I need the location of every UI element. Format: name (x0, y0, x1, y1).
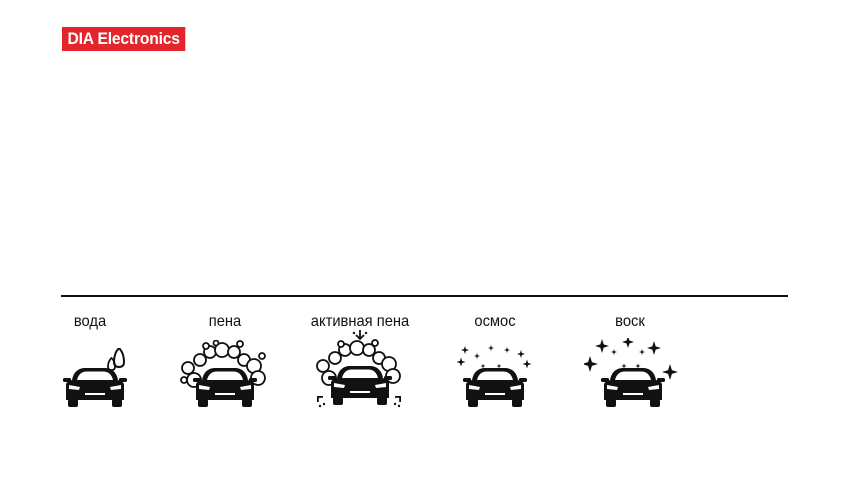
car-osmosis-sparkles-icon (456, 345, 532, 407)
car-water-drop-icon (63, 348, 127, 407)
mode-label: пена (208, 313, 242, 330)
mode-foam[interactable]: пена (155, 308, 295, 410)
brand-logo: DIA Electronics (62, 27, 186, 51)
mode-osmosis[interactable]: осмос (425, 308, 565, 408)
car-active-foam-icon (316, 330, 401, 408)
divider-line (61, 295, 788, 297)
car-foam-bubbles-icon (180, 340, 266, 407)
mode-label: активная пена (310, 313, 410, 330)
car-wax-big-sparkles-icon (584, 338, 678, 407)
mode-active-foam[interactable]: активная пена (290, 308, 430, 410)
mode-label: осмос (474, 313, 516, 330)
mode-label: вода (73, 313, 107, 330)
mode-water[interactable]: вода (20, 308, 160, 410)
mode-wax[interactable]: воск (560, 308, 700, 408)
mode-label: воск (615, 313, 645, 330)
